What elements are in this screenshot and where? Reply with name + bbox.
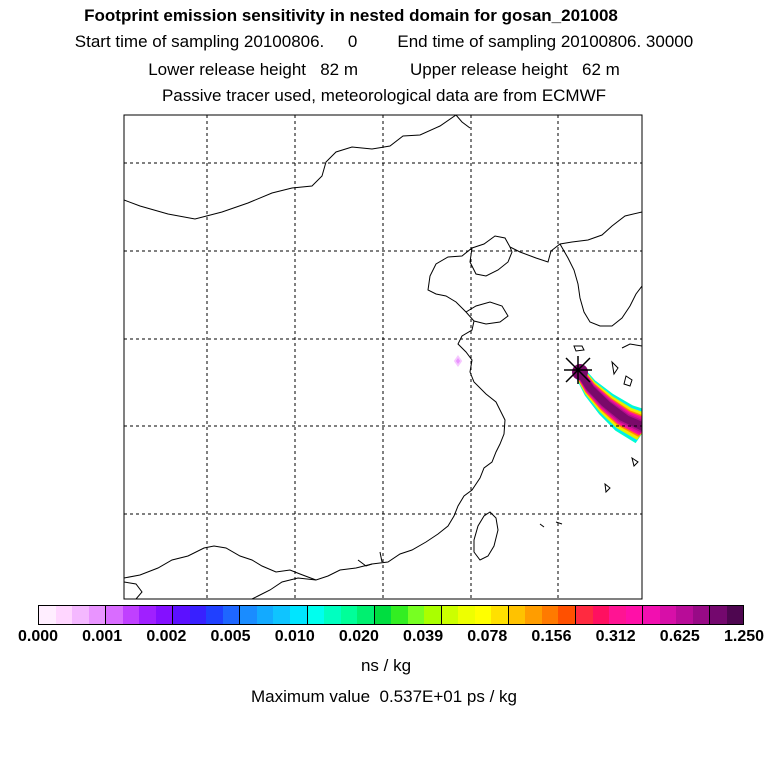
colorbar-segment [441, 606, 459, 624]
colorbar-segment [458, 606, 475, 624]
colorbar-segment [643, 606, 660, 624]
colorbar-segment [155, 606, 174, 624]
end-time-label: End time of sampling [397, 32, 557, 51]
colorbar-segment [710, 606, 727, 624]
colorbar-segment [374, 606, 392, 624]
lower-release-label: Lower release height [148, 60, 307, 79]
colorbar-segment [558, 606, 576, 624]
colorbar-segment [391, 606, 408, 624]
colorbar-segment [122, 606, 140, 624]
start-time-value: 20100806. 0 [243, 32, 358, 51]
colorbar [38, 605, 744, 625]
colorbar-segment [55, 606, 73, 624]
ryukyu-4 [555, 521, 563, 525]
colorbar-tick-label: 0.020 [338, 628, 379, 645]
map-frame [123, 114, 643, 600]
colorbar-segment [72, 606, 89, 624]
colorbar-segment [508, 606, 526, 624]
colorbar-segment [692, 606, 711, 624]
colorbar-segment [88, 606, 107, 624]
footprint-map [123, 114, 643, 600]
colorbar-segment [307, 606, 325, 624]
plot-title: Footprint emission sensitivity in nested… [84, 6, 618, 25]
colorbar-segment [491, 606, 509, 624]
coastlines [124, 115, 642, 599]
colorbar-segment [324, 606, 341, 624]
upper-release-label: Upper release height [410, 60, 568, 79]
colorbar-segment [39, 606, 56, 624]
colorbar-segment [273, 606, 290, 624]
colorbar-tick-label: 1.250 [723, 628, 765, 645]
emission-plume [572, 364, 642, 444]
colorbar-segment [625, 606, 644, 624]
kyushu-west [623, 375, 633, 387]
colorbar-segment [189, 606, 207, 624]
maximum-value-label: Maximum value [250, 687, 371, 706]
colorbar-tick-label: 0.156 [531, 628, 572, 645]
northern-border [124, 115, 457, 220]
colorbar-segment [340, 606, 358, 624]
upper-release-value: 62 m [582, 60, 620, 79]
colorbar-segment [240, 606, 257, 624]
colorbar-segment [357, 606, 375, 624]
northeast-border [455, 115, 471, 129]
sensitivity-spot [453, 355, 463, 367]
lower-release-value: 82 m [320, 60, 358, 79]
colorbar-segment [206, 606, 223, 624]
ryukyu-1 [604, 482, 611, 494]
taiwan [473, 511, 499, 561]
japan-coast [621, 343, 642, 349]
maximum-value-number: 0.537E+01 ps / kg [379, 687, 518, 706]
tracer-note: Passive tracer used, meteorological data… [161, 86, 607, 105]
colorbar-segment [222, 606, 241, 624]
colorbar-tick-label: 0.312 [595, 628, 636, 645]
plume-contour [574, 369, 642, 431]
shandong-coast [465, 301, 509, 325]
colorbar-segment [676, 606, 693, 624]
colorbar-tick-label: 0.000 [17, 628, 59, 645]
colorbar-tick-label: 0.078 [467, 628, 508, 645]
colorbar-segment [592, 606, 610, 624]
hainan-coast [357, 559, 373, 567]
sampling-time-line: Start time of sampling 20100806. 0 End ti… [0, 32, 768, 52]
colorbar-segment [407, 606, 425, 624]
tsushima [611, 360, 619, 376]
colorbar-segment [173, 606, 190, 624]
colorbar-tick-label: 0.005 [210, 628, 251, 645]
colorbar-tick-label: 0.001 [82, 628, 123, 645]
hainan [124, 581, 143, 599]
colorbar-segment [106, 606, 123, 624]
korea-coast [559, 243, 642, 327]
colorbar-tick-label: 0.039 [403, 628, 444, 645]
colorbar-segment [424, 606, 442, 624]
spot-contour [455, 358, 461, 364]
south-islands [379, 551, 383, 563]
colorbar-segment [256, 606, 274, 624]
start-time-label: Start time of sampling [74, 32, 240, 51]
lat-lon-grid [124, 115, 642, 599]
colorbar-tick-label: 0.010 [274, 628, 315, 645]
southern-border [124, 545, 317, 581]
maximum-value: Maximum value 0.537E+01 ps / kg [0, 687, 768, 707]
colorbar-segment [289, 606, 308, 624]
colorbar-segment [609, 606, 626, 624]
colorbar-segment [576, 606, 593, 624]
end-time-value: 20100806. 30000 [560, 32, 694, 51]
colorbar-segment [726, 606, 744, 624]
colorbar-segment [541, 606, 559, 624]
china-coast [251, 211, 642, 599]
colorbar-tick-label: 0.002 [146, 628, 187, 645]
release-height-line: Lower release height 82 m Upper release h… [0, 60, 768, 80]
jeju-island [573, 345, 585, 352]
ryukyu-3 [539, 523, 545, 528]
ryukyu-2 [631, 456, 639, 467]
colorbar-segment [474, 606, 492, 624]
colorbar-segment [525, 606, 542, 624]
bohai-coast [469, 246, 513, 277]
colorbar-segment [139, 606, 156, 624]
colorbar-unit: ns / kg [360, 656, 412, 675]
colorbar-segment [659, 606, 677, 624]
star-icon [564, 356, 592, 384]
colorbar-tick-label: 0.625 [659, 628, 700, 645]
